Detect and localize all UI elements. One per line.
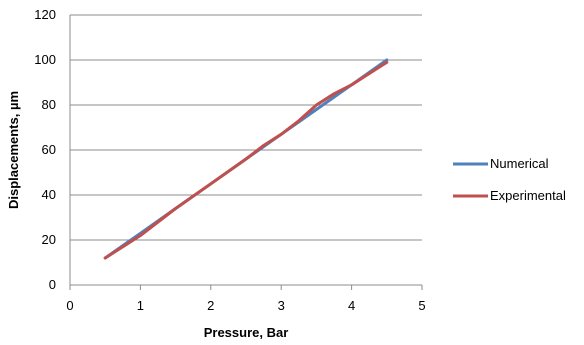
- y-tick-label: 0: [49, 277, 56, 292]
- x-tick-label: 3: [278, 298, 285, 313]
- y-tick-label: 60: [42, 142, 56, 157]
- y-tick-label: 120: [34, 7, 56, 22]
- axes: [69, 15, 423, 290]
- x-axis-title: Pressure, Bar: [204, 325, 289, 340]
- y-tick-label: 80: [42, 97, 56, 112]
- legend-label-experimental: Experimental: [490, 188, 566, 203]
- y-axis-title: Displacements, µm: [6, 91, 21, 209]
- data-series: [103, 58, 389, 260]
- y-tick-labels: 0 20 40 60 80 100 120: [34, 7, 56, 292]
- grid-lines: [70, 14, 422, 241]
- legend: Numerical Experimental: [453, 156, 566, 203]
- series-line-experimental: [103, 60, 389, 260]
- y-tick-label: 100: [34, 52, 56, 67]
- x-tick-label: 5: [418, 298, 425, 313]
- x-tick-label: 4: [348, 298, 355, 313]
- x-tick-label: 0: [66, 298, 73, 313]
- x-tick-label: 2: [207, 298, 214, 313]
- y-tick-label: 40: [42, 187, 56, 202]
- x-tick-label: 1: [137, 298, 144, 313]
- legend-label-numerical: Numerical: [490, 156, 549, 171]
- x-tick-labels: 0 1 2 3 4 5: [66, 298, 425, 313]
- y-tick-label: 20: [42, 232, 56, 247]
